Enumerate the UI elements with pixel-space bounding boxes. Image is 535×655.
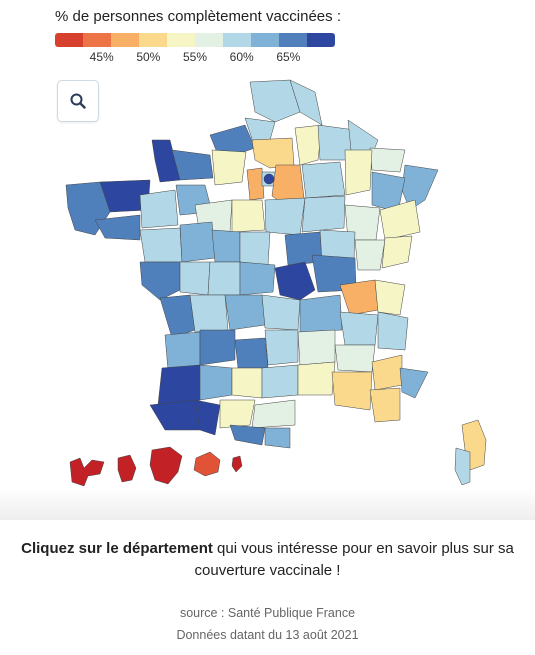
department-region[interactable]: [231, 199, 266, 233]
department-region[interactable]: [454, 447, 471, 486]
department-region[interactable]: [251, 137, 295, 169]
legend-title: % de personnes complètement vaccinées :: [55, 8, 341, 25]
department-region[interactable]: [264, 427, 291, 449]
legend-color-swatch: [167, 33, 195, 47]
data-date-note: Données datant du 13 août 2021: [176, 628, 359, 642]
france-departments-map: [65, 79, 487, 487]
department-region[interactable]: [189, 294, 229, 333]
department-region[interactable]: [207, 261, 241, 296]
department-region[interactable]: [334, 344, 376, 373]
department-region[interactable]: [264, 197, 306, 236]
department-region[interactable]: [179, 261, 211, 296]
legend-tick-label: 60%: [229, 50, 254, 64]
department-region[interactable]: [246, 167, 265, 201]
department-region[interactable]: [301, 195, 346, 233]
department-region[interactable]: [369, 387, 401, 423]
search-button[interactable]: [57, 80, 99, 122]
color-scale-legend: [55, 33, 335, 47]
department-region[interactable]: [374, 279, 406, 316]
legend-color-swatch: [195, 33, 223, 47]
paris-department[interactable]: [263, 173, 275, 185]
department-region[interactable]: [377, 311, 409, 351]
department-region[interactable]: [199, 329, 236, 366]
department-region[interactable]: [381, 235, 413, 269]
department-region[interactable]: [139, 189, 179, 229]
map-area: % de personnes complètement vaccinées : …: [55, 8, 487, 487]
instruction-bold: Cliquez sur le département: [21, 540, 213, 557]
department-region[interactable]: [211, 229, 241, 263]
department-region[interactable]: [224, 294, 266, 331]
department-region[interactable]: [294, 124, 323, 166]
legend-tick-label: 65%: [276, 50, 301, 64]
department-region[interactable]: [229, 424, 266, 446]
overseas-departments: [69, 446, 243, 487]
instruction-text: Cliquez sur le département qui vous inté…: [10, 538, 525, 582]
department-region[interactable]: [331, 371, 373, 411]
department-region[interactable]: [211, 149, 247, 186]
legend-tick-label: 45%: [89, 50, 114, 64]
legend-color-swatch: [279, 33, 307, 47]
department-region[interactable]: [297, 329, 336, 366]
map-bottom-shadow: [0, 488, 535, 524]
overseas-department-reunion[interactable]: [193, 451, 221, 477]
department-region[interactable]: [194, 399, 221, 436]
department-region[interactable]: [399, 367, 429, 399]
overseas-department-martinique[interactable]: [117, 454, 137, 483]
overseas-department-mayotte[interactable]: [231, 455, 243, 473]
department-region[interactable]: [369, 147, 406, 173]
department-region[interactable]: [379, 199, 421, 241]
department-region[interactable]: [139, 261, 181, 301]
department-region[interactable]: [199, 364, 233, 401]
department-region[interactable]: [297, 361, 336, 396]
department-region[interactable]: [251, 399, 296, 429]
department-region[interactable]: [234, 337, 269, 369]
department-region[interactable]: [94, 214, 141, 241]
department-region[interactable]: [157, 364, 201, 406]
department-region[interactable]: [179, 221, 216, 263]
department-region[interactable]: [339, 311, 379, 346]
instruction-rest: qui vous intéresse pour en savoir plus s…: [194, 540, 514, 579]
legend-color-swatch: [139, 33, 167, 47]
legend-color-swatch: [251, 33, 279, 47]
department-region[interactable]: [261, 294, 301, 331]
department-region[interactable]: [231, 367, 263, 399]
legend-color-swatch: [111, 33, 139, 47]
overseas-department-guyane[interactable]: [149, 446, 183, 485]
department-region[interactable]: [149, 399, 201, 431]
mainland-france: [65, 79, 439, 449]
legend-color-swatch: [307, 33, 335, 47]
legend-color-swatch: [223, 33, 251, 47]
legend-tick-label: 50%: [136, 50, 161, 64]
department-region[interactable]: [164, 331, 201, 371]
department-region[interactable]: [264, 329, 299, 366]
department-region[interactable]: [354, 239, 386, 271]
source-note: source : Santé Publique France: [179, 606, 356, 620]
legend-color-swatch: [55, 33, 83, 47]
department-region[interactable]: [219, 399, 256, 429]
department-region[interactable]: [249, 79, 301, 123]
department-region[interactable]: [239, 261, 276, 296]
legend-ticks: 45% 50% 55% 60% 65%: [55, 50, 335, 66]
department-region[interactable]: [261, 364, 299, 399]
search-icon: [70, 93, 86, 109]
legend-tick-label: 55%: [182, 50, 208, 64]
corsica: [454, 419, 487, 486]
footer-section: Cliquez sur le département qui vous inté…: [0, 520, 535, 655]
department-region[interactable]: [339, 279, 379, 316]
department-region[interactable]: [239, 231, 271, 266]
department-region[interactable]: [344, 149, 373, 196]
overseas-department-guadeloupe[interactable]: [69, 457, 105, 487]
department-region[interactable]: [139, 227, 183, 263]
department-region[interactable]: [274, 261, 316, 301]
department-region[interactable]: [171, 149, 214, 181]
department-region[interactable]: [159, 294, 196, 339]
legend-color-swatch: [83, 33, 111, 47]
department-region[interactable]: [301, 161, 346, 199]
department-region[interactable]: [299, 294, 343, 333]
department-region[interactable]: [371, 354, 403, 391]
